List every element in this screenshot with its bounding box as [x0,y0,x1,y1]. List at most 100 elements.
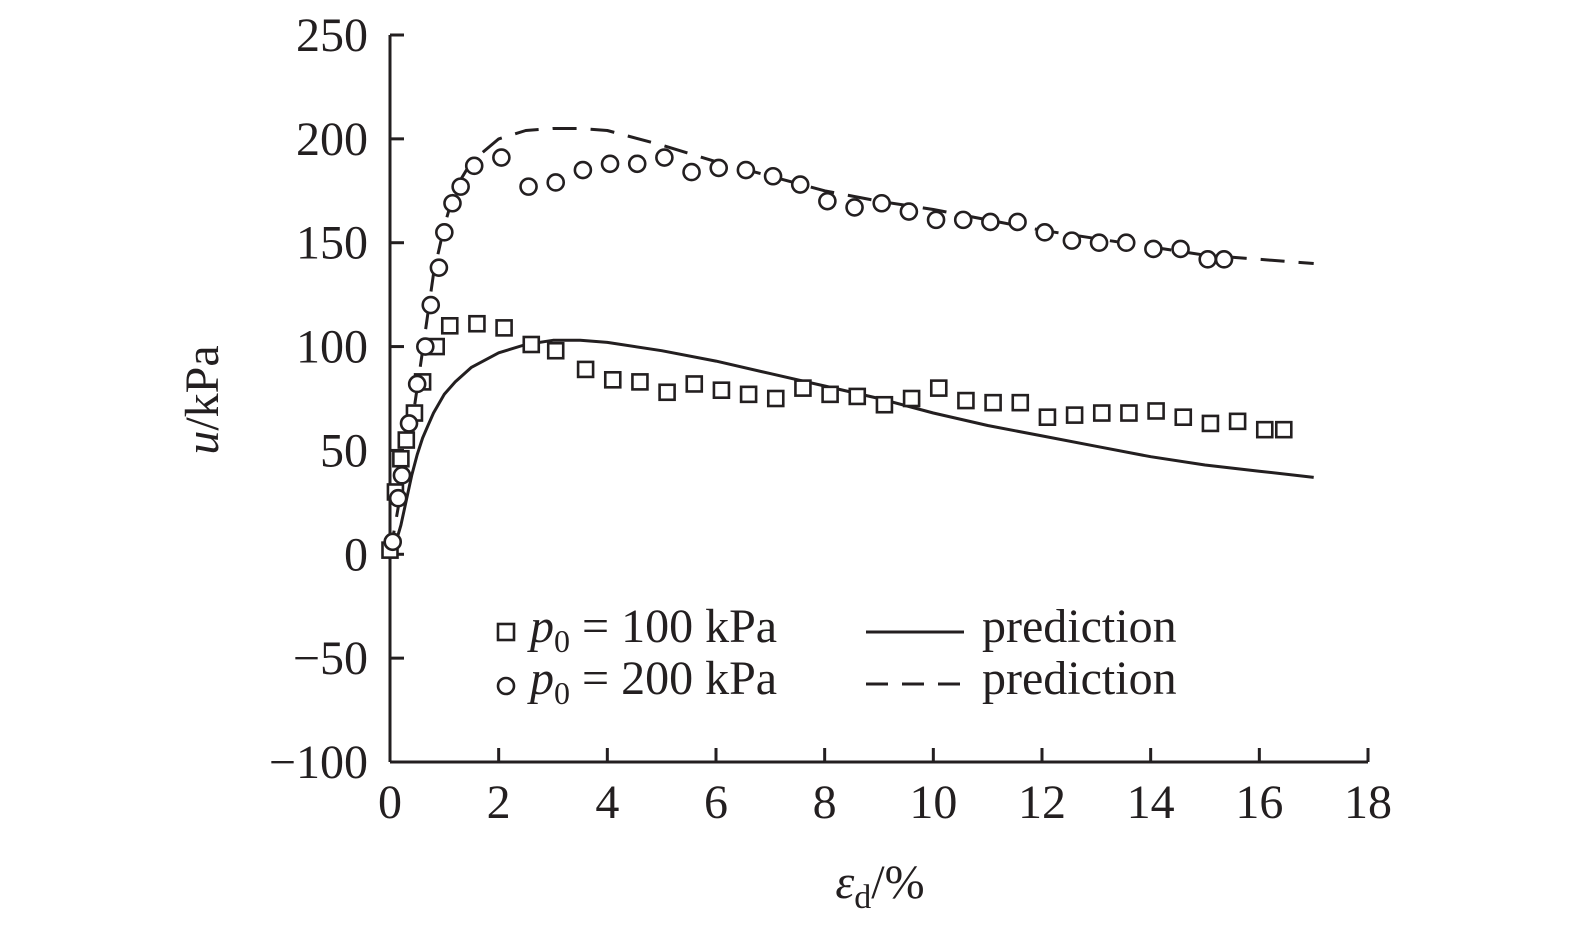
data-point-circle [872,193,892,213]
x-tick-label: 0 [378,776,402,829]
x-tick-label: 18 [1344,776,1392,829]
data-point-square [1120,404,1138,422]
y-axis-symbol: u [176,431,229,455]
data-point-circle [1171,239,1190,259]
legend-label-p200: p0 = 200 kPa [527,652,777,711]
data-point-square [658,383,676,402]
data-point-square [603,371,622,389]
data-point-square [546,341,565,360]
data-point-square [848,387,867,406]
data-point-circle [1144,239,1163,259]
x-tick-label: 4 [595,776,619,829]
data-point-circle [736,160,756,180]
data-point-circle [1198,250,1218,269]
legend-p100-subscript: 0 [554,623,570,659]
data-point-square [1201,414,1220,433]
y-tick-label: 200 [296,113,368,166]
data-point-circle [763,166,783,186]
y-tick-label: 100 [296,321,368,374]
x-tick-label: 14 [1127,776,1175,829]
data-point-square [1147,402,1165,420]
y-tick-label: 150 [296,217,368,270]
data-point-square [392,449,410,468]
x-tick-label: 2 [487,776,511,829]
data-point-circle [709,158,729,178]
data-point-circle [899,202,919,221]
x-tick-label: 8 [813,776,837,829]
data-point-square [1092,404,1111,422]
data-point-square [468,314,486,333]
x-tick-label: 12 [1018,776,1066,829]
legend-p200-symbol: p [527,652,554,705]
data-point-circle [416,337,435,356]
data-point-square [794,379,812,397]
prediction-lines [388,127,1314,555]
data-point-circle [383,532,403,552]
prediction-line-dashed [388,127,1314,555]
data-point-square [1011,393,1030,412]
data-point-square [821,385,839,404]
data-point-square [929,379,948,397]
data-point-square [957,391,975,410]
legend-label-prediction-solid: prediction [982,600,1177,653]
y-tick-label: 250 [296,9,368,62]
data-point-circle [1089,233,1109,253]
data-point-square [1174,408,1193,426]
data-point-square [1274,420,1293,439]
data-point-circle [627,154,647,174]
data-point-square [1065,406,1084,424]
data-point-circle [790,175,810,194]
data-point-circle [600,154,620,174]
data-point-circle [464,156,484,176]
data-point-circle [845,198,864,217]
data-point-square [875,395,894,414]
data-point-square [576,360,595,379]
data-point-circle [429,258,449,277]
data-point-circle [818,191,837,211]
prediction-line-solid [388,338,1314,555]
data-point-circle [451,177,470,196]
data-point-circle [443,193,462,213]
legend-p200-subscript: 0 [554,675,570,711]
data-point-circle [1116,233,1136,253]
data-point-circle [388,488,408,508]
legend-p200-text: = 200 kPa [570,652,777,705]
x-axis-subscript: d [854,879,871,916]
data-point-square [1038,408,1057,426]
legend-label-p100: p0 = 100 kPa [527,600,777,659]
legend-marker-circle [496,676,516,696]
y-tick-label: −50 [293,632,368,685]
data-point-square [766,389,785,408]
data-point-square [739,385,758,404]
data-point-circle [926,210,946,230]
data-point-square [902,389,921,408]
data-point-circle [1035,223,1055,242]
data-point-circle [1062,231,1082,250]
axis-ticks: −100 −50 0 50 100 150 200 250 0 2 4 6 8 10 12 14 16 18 [269,9,1392,829]
data-point-square [495,319,513,337]
y-tick-label: 0 [344,528,368,581]
data-point-circle [546,173,566,192]
legend-label-prediction-dashed: prediction [982,652,1177,705]
y-axis-unit: /kPa [176,345,229,430]
data-point-circle [1214,250,1234,269]
data-point-circle [492,148,511,167]
data-point-circle [1008,212,1027,232]
y-tick-label: −100 [269,736,368,789]
data-point-circle [392,466,412,485]
data-point-square [1228,412,1247,431]
data-point-circle [435,223,454,242]
x-tick-label: 6 [704,776,728,829]
data-point-square [440,316,459,335]
data-point-circle [519,177,538,196]
axes [388,35,1368,764]
data-point-circle [682,162,701,182]
x-tick-label: 10 [909,776,957,829]
legend-p100-symbol: p [527,600,554,653]
x-axis-unit: /% [871,856,924,909]
data-point-square [984,393,1002,412]
data-point-square [631,373,649,391]
data-point-circle [655,148,674,167]
y-axis-title: u/kPa [176,345,229,454]
x-tick-label: 16 [1235,776,1283,829]
